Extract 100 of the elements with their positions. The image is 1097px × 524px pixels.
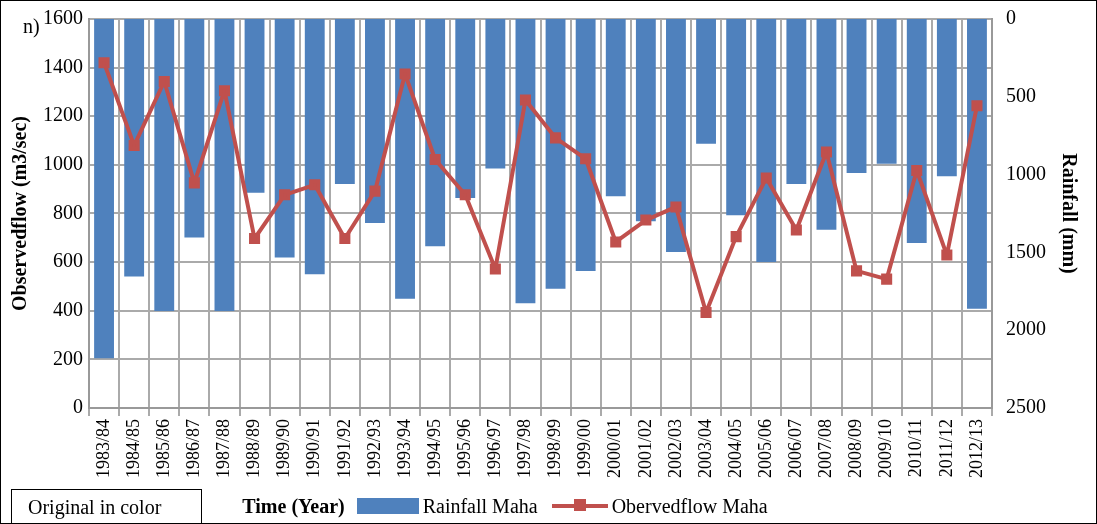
bar bbox=[184, 19, 205, 238]
x-tick-label: 1997/98 bbox=[514, 419, 535, 479]
point bbox=[941, 249, 953, 261]
point bbox=[911, 164, 923, 176]
point bbox=[640, 214, 652, 226]
x-tick-label: 2001/02 bbox=[634, 419, 655, 479]
point bbox=[580, 153, 592, 165]
x-tick-label: 1991/92 bbox=[333, 419, 354, 479]
point bbox=[489, 263, 501, 275]
point bbox=[158, 75, 170, 88]
y-tick-label: 1000 bbox=[43, 152, 83, 175]
point bbox=[218, 85, 230, 97]
bar bbox=[936, 19, 957, 177]
bar bbox=[274, 19, 295, 258]
x-tick-label: 1983/84 bbox=[92, 419, 113, 479]
point bbox=[279, 189, 291, 201]
y-tick-label: 1600 bbox=[43, 6, 83, 29]
point bbox=[519, 94, 531, 106]
legend-label: Obervedflow Maha bbox=[611, 494, 768, 518]
bar bbox=[154, 19, 175, 312]
x-axis-title: Time (Year) bbox=[242, 494, 345, 518]
bar bbox=[244, 19, 265, 193]
point bbox=[309, 179, 321, 191]
y-tick-label: 1400 bbox=[43, 54, 83, 77]
y-tick-label: 800 bbox=[53, 200, 83, 223]
x-tick-label: 2010/11 bbox=[905, 419, 926, 478]
bar bbox=[786, 19, 807, 184]
point bbox=[820, 146, 832, 158]
x-tick-label: 2007/08 bbox=[815, 419, 836, 479]
bar bbox=[605, 19, 626, 197]
x-tick-label: 2012/13 bbox=[965, 419, 986, 479]
bar bbox=[425, 19, 446, 247]
x-tick-label: 2005/06 bbox=[754, 419, 775, 479]
x-tick-label: 2008/09 bbox=[845, 419, 866, 479]
x-tick-label: 1994/95 bbox=[423, 419, 444, 479]
y-tick-label: 600 bbox=[53, 249, 83, 272]
bar bbox=[726, 19, 747, 216]
y-tick-label: 400 bbox=[53, 298, 83, 320]
x-tick-label: 1984/85 bbox=[122, 419, 143, 479]
x-tick-label: 2004/05 bbox=[724, 419, 745, 479]
point bbox=[700, 306, 712, 318]
point bbox=[610, 236, 622, 248]
point bbox=[881, 273, 893, 285]
bar bbox=[816, 19, 837, 230]
bar bbox=[666, 19, 686, 252]
x-tick-label: 1985/86 bbox=[152, 419, 173, 479]
x-tick-label: 1990/91 bbox=[303, 419, 324, 479]
x-tick-label: 2011/12 bbox=[935, 419, 956, 478]
bar bbox=[304, 19, 325, 275]
point bbox=[760, 172, 772, 184]
x-tick-label: 1999/00 bbox=[574, 419, 595, 479]
point bbox=[429, 153, 441, 166]
bar bbox=[575, 19, 596, 271]
bar bbox=[545, 19, 566, 289]
point bbox=[188, 177, 200, 189]
y-tick-label: 1200 bbox=[43, 103, 83, 126]
x-tick-label: 1993/94 bbox=[393, 419, 414, 479]
x-tick-label: 2002/03 bbox=[664, 419, 685, 479]
point bbox=[971, 100, 983, 112]
x-tick-label: 1987/88 bbox=[213, 419, 234, 479]
bar bbox=[846, 19, 867, 173]
point bbox=[851, 265, 863, 277]
point bbox=[399, 68, 411, 80]
bar bbox=[876, 19, 897, 164]
bar bbox=[485, 19, 506, 169]
y-tick-label: 200 bbox=[53, 346, 83, 369]
x-tick-label: 1989/90 bbox=[273, 419, 294, 479]
y2-tick-label: 2000 bbox=[1006, 317, 1046, 340]
bar bbox=[696, 19, 716, 144]
bar bbox=[395, 19, 415, 299]
point bbox=[730, 231, 742, 243]
x-tick-label: 1998/99 bbox=[544, 419, 565, 479]
x-tick-label: 1988/89 bbox=[243, 419, 264, 479]
bar bbox=[635, 19, 656, 222]
x-tick-label: 1986/87 bbox=[183, 419, 204, 479]
bar bbox=[756, 19, 777, 263]
bar bbox=[334, 19, 355, 184]
bar bbox=[94, 19, 114, 359]
y-axis-title: Observedflow (m3/sec) bbox=[8, 116, 32, 311]
x-tick-label: 2006/07 bbox=[785, 419, 806, 479]
point bbox=[550, 132, 562, 144]
x-tick-label: 2000/01 bbox=[604, 419, 625, 479]
x-tick-label: 1992/93 bbox=[363, 419, 384, 479]
bar bbox=[214, 19, 235, 312]
y2-axis-title: Rainfall (mm) bbox=[1057, 153, 1081, 274]
y2-tick-label: 1000 bbox=[1006, 161, 1046, 184]
chart-title: n) bbox=[23, 15, 40, 38]
point bbox=[339, 233, 351, 245]
bar bbox=[515, 19, 536, 304]
bar bbox=[906, 19, 927, 244]
text: Original in color bbox=[11, 488, 203, 524]
x-tick-label: 1995/96 bbox=[453, 419, 474, 479]
y-tick-label: 0 bbox=[73, 395, 83, 418]
bar bbox=[455, 19, 476, 198]
y2-tick-label: 0 bbox=[1006, 6, 1016, 29]
point bbox=[98, 57, 110, 69]
point bbox=[459, 189, 471, 201]
point bbox=[369, 185, 381, 197]
y2-tick-label: 2500 bbox=[1006, 395, 1046, 418]
point bbox=[670, 201, 682, 213]
